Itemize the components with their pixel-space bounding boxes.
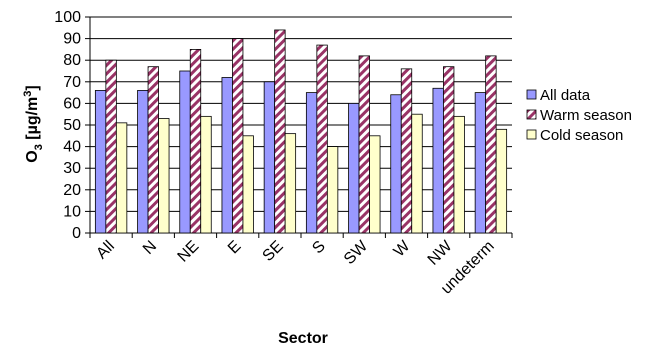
y-tick-label: 10 [63,203,81,220]
bar [400,68,413,234]
bar [115,122,128,234]
bar [179,70,191,234]
legend-swatch [526,129,537,140]
y-tick-label: 30 [63,160,81,177]
bar [158,118,170,234]
y-axis-title-close: ] [24,85,41,90]
y-axis-title-main: O [24,150,41,162]
legend-label: All data [540,87,591,104]
svg-text:O3 [µg/m3]: O3 [µg/m3] [22,85,45,162]
bar [232,38,244,234]
y-tick-label: 0 [72,225,81,242]
legend-swatch [526,89,537,100]
bar [369,135,381,234]
legend-label: Warm season [540,107,632,124]
bar [474,92,487,234]
x-tick-label: N [140,238,160,258]
y-tick-label: 60 [63,95,81,112]
bar [274,29,286,234]
bar [105,59,117,234]
legend: All data Warm season Cold season [526,87,632,144]
bar [189,49,202,234]
bar [242,135,254,234]
x-tick-label: SE [260,238,287,265]
y-tick-label: 40 [63,139,81,156]
bar [263,81,276,234]
y-tick-label: 90 [63,31,81,48]
bar [137,90,149,234]
x-tick-label: W [391,237,414,260]
x-tick-label: NW [425,237,457,269]
x-tick-label: S [309,238,329,258]
bar [495,128,508,234]
bar [147,66,159,234]
bar [305,92,318,234]
x-tick-label: E [225,238,245,258]
bar [316,44,328,234]
bar [200,115,212,234]
bar [432,87,444,234]
bar [485,55,497,234]
y-tick-label: 50 [63,117,81,134]
bar [411,113,423,234]
y-axis-title-unit: [µg/m [24,97,41,144]
bar [326,146,339,234]
y-axis-title-sup: 3 [22,91,34,97]
x-tick-label: All [93,238,118,263]
y-axis-title-sub: 3 [33,144,45,150]
y-axis-title: O3 [µg/m3] [22,85,45,162]
y-tick-label: 20 [63,182,81,199]
bar [443,66,455,234]
legend-label: Cold season [540,127,623,144]
x-tick-label: NE [175,238,203,266]
bar [348,103,360,234]
legend-swatch [526,109,537,120]
y-tick-label: 100 [54,9,81,26]
bar [284,133,297,234]
y-tick-label: 80 [63,52,81,69]
bar [358,55,370,234]
bar [94,90,107,234]
y-tick-label: 70 [63,74,81,91]
bar [221,77,233,234]
x-axis-title: Sector [278,330,328,347]
bar [390,94,402,234]
x-tick-label: SW [341,237,372,268]
bar [453,115,465,234]
